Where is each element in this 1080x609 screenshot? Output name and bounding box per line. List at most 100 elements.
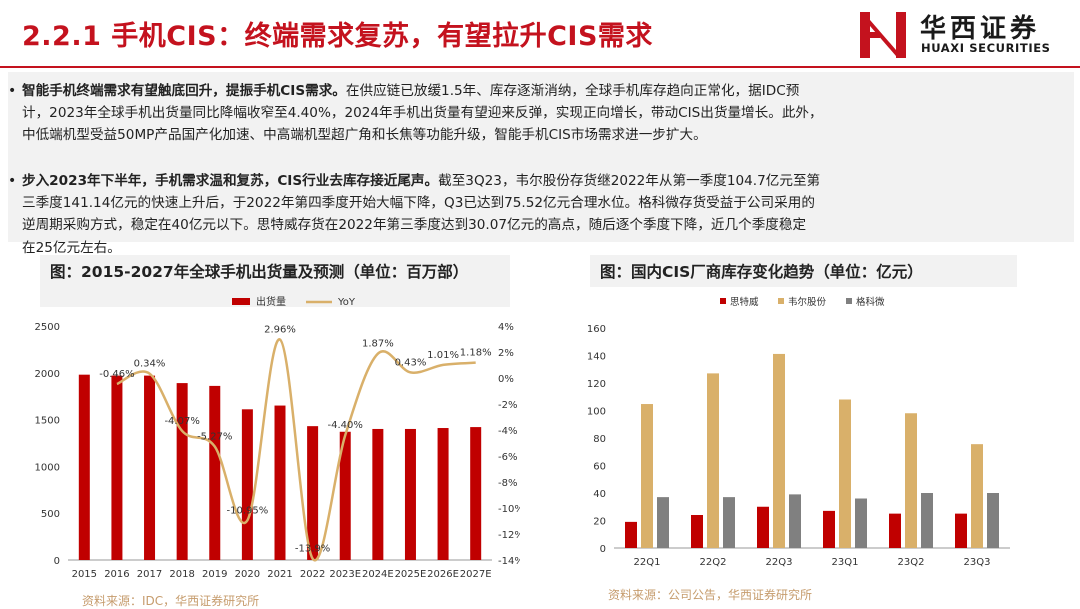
x-tick-label: 2018 xyxy=(169,569,194,580)
y-left-tick-label: 0 xyxy=(54,556,60,567)
inventory-bar xyxy=(839,399,851,548)
left-source: 资料来源：IDC，华西证券研究所 xyxy=(82,594,260,608)
x-tick-label: 2025E xyxy=(395,569,427,580)
legend-swatch xyxy=(720,298,726,304)
legend-label: 思特威 xyxy=(730,296,759,308)
inventory-bar xyxy=(855,498,867,548)
x-tick-label: 23Q2 xyxy=(898,557,925,568)
legend-swatch xyxy=(778,298,784,304)
y-right-tick-label: 0% xyxy=(498,374,514,385)
bullet-1-lead: 智能手机终端需求有望触底回升，提振手机CIS需求。 xyxy=(22,83,346,99)
y-tick-label: 80 xyxy=(593,434,606,445)
shipment-bar xyxy=(78,374,90,560)
x-tick-label: 2022 xyxy=(300,569,325,580)
inventory-bar xyxy=(955,513,967,548)
bullet-1-line-2: 计，2023年全球手机出货量同比降幅收窄至4.40%，2024年手机出货量有望迎… xyxy=(22,105,823,122)
right-source: 资料来源：公司公告，华西证券研究所 xyxy=(608,588,813,602)
y-right-tick-label: -8% xyxy=(498,478,517,489)
y-right-tick-label: -6% xyxy=(498,452,517,463)
inventory-bar xyxy=(625,521,637,548)
shipment-chart: 0 500 1000 1500 2000 2500 -14% -12% -10% -8% -6% -4… xyxy=(35,295,520,580)
inventory-bar xyxy=(641,404,653,548)
x-tick-label: 2026E xyxy=(427,569,459,580)
y-tick-label: 120 xyxy=(587,379,606,390)
x-tick-label: 2021 xyxy=(267,569,292,580)
bullet-1-line-3: 中低端机型受益50MP产品国产化加速、中高端机型超广角和长焦等功能升级，智能手机… xyxy=(22,127,707,144)
yoy-data-label: -13.9% xyxy=(295,544,330,555)
bullet-1-line-1: 智能手机终端需求有望触底回升，提振手机CIS需求。在供应链已放缓1.5年、库存逐… xyxy=(22,80,1062,102)
yoy-data-label: 0.43% xyxy=(395,357,427,368)
x-tick-label: 22Q2 xyxy=(700,557,727,568)
x-tick-label: 23Q3 xyxy=(964,557,991,568)
y-tick-label: 40 xyxy=(593,489,606,500)
page-title: 2.2.1 手机CIS：终端需求复苏，有望拉升CIS需求 xyxy=(22,21,653,52)
header-rule xyxy=(0,66,1080,68)
shipment-bar xyxy=(404,428,416,560)
inventory-bar xyxy=(789,494,801,548)
yoy-data-label: 2.96% xyxy=(264,325,296,336)
left-chart-caption: 图：2015-2027年全球手机出货量及预测（单位：百万部） xyxy=(40,255,510,307)
shipment-bar xyxy=(241,409,253,560)
y-left-tick-label: 500 xyxy=(41,509,60,520)
x-tick-label: 2017 xyxy=(137,569,162,580)
legend-swatch xyxy=(846,298,852,304)
y-tick-label: 140 xyxy=(587,352,606,363)
yoy-data-label: -5.27% xyxy=(197,432,232,443)
y-right-tick-label: 4% xyxy=(498,322,514,333)
y-tick-label: 100 xyxy=(587,407,606,418)
y-right-tick-label: 2% xyxy=(498,348,514,359)
legend-swatch-shipments xyxy=(232,298,250,305)
inventory-chart: 0 20 40 60 80 100 120 140 160 22Q1 22Q2 22Q3 23Q1 23Q… xyxy=(587,296,1010,568)
y-left-tick-label: 1000 xyxy=(35,462,60,473)
inventory-bar xyxy=(971,444,983,548)
x-tick-label: 2019 xyxy=(202,569,227,580)
inventory-bar xyxy=(723,497,735,548)
inventory-bar xyxy=(889,513,901,548)
yoy-data-label: -10.95% xyxy=(227,505,269,516)
bullet-dot: • xyxy=(8,173,17,189)
inventory-bar xyxy=(921,493,933,548)
bullet-2-line-2: 三季度141.14亿元的快速上升后，于2022年第四季度开始大幅下降，Q3已达到… xyxy=(22,195,815,212)
inventory-bar xyxy=(657,497,669,548)
inventory-bar xyxy=(823,510,835,548)
shipment-bar xyxy=(470,427,482,560)
shipment-bar xyxy=(144,375,156,560)
shipment-bar xyxy=(307,426,319,560)
x-tick-label: 2015 xyxy=(72,569,97,580)
shipment-bar xyxy=(176,383,188,560)
y-right-tick-label: -12% xyxy=(498,530,520,541)
yoy-data-label: -4.07% xyxy=(164,416,199,427)
y-tick-label: 20 xyxy=(593,517,606,528)
y-right-tick-label: -10% xyxy=(498,504,520,515)
legend-label: 格科微 xyxy=(856,296,885,308)
yoy-data-label: -0.46% xyxy=(99,369,134,380)
yoy-data-label: 0.34% xyxy=(134,359,166,370)
bullet-1-text: 在供应链已放缓1.5年、库存逐渐消纳，全球手机库存趋向正常化，据IDC预 xyxy=(345,83,800,99)
y-tick-label: 60 xyxy=(593,462,606,473)
shipment-bar xyxy=(437,428,449,560)
y-right-tick-label: -2% xyxy=(498,400,517,411)
bullet-1: • 智能手机终端需求有望触底回升，提振手机CIS需求。在供应链已放缓1.5年、库… xyxy=(8,80,1062,147)
right-legend: 思特威 韦尔股份 格科微 xyxy=(720,296,885,308)
bullet-2-text: 截至3Q23，韦尔股份存货继2022年从第一季度104.7亿元至第 xyxy=(438,173,821,189)
y-right-tick-label: -4% xyxy=(498,426,517,437)
logo-chinese-name: 华西证券 xyxy=(920,14,1041,44)
yoy-data-label: -4.40% xyxy=(328,420,363,431)
y-left-tick-label: 2000 xyxy=(35,369,60,380)
legend-label-yoy: YoY xyxy=(337,297,356,308)
y-left-tick-label: 2500 xyxy=(35,322,60,333)
y-left-tick-label: 1500 xyxy=(35,416,60,427)
y-tick-label: 160 xyxy=(587,324,606,335)
left-legend: 出货量 YoY xyxy=(232,295,356,308)
x-tick-label: 2024E xyxy=(362,569,394,580)
x-tick-label: 2016 xyxy=(104,569,129,580)
bullet-2-line-4: 在25亿元左右。 xyxy=(22,239,121,256)
shipment-bar xyxy=(111,375,123,560)
x-tick-label: 22Q1 xyxy=(634,557,661,568)
bullet-dot: • xyxy=(8,83,17,99)
inventory-bar xyxy=(691,515,703,548)
yoy-data-label: 1.18% xyxy=(460,348,492,359)
inventory-bar xyxy=(757,506,769,548)
yoy-line xyxy=(116,338,476,562)
x-tick-label: 22Q3 xyxy=(766,557,793,568)
